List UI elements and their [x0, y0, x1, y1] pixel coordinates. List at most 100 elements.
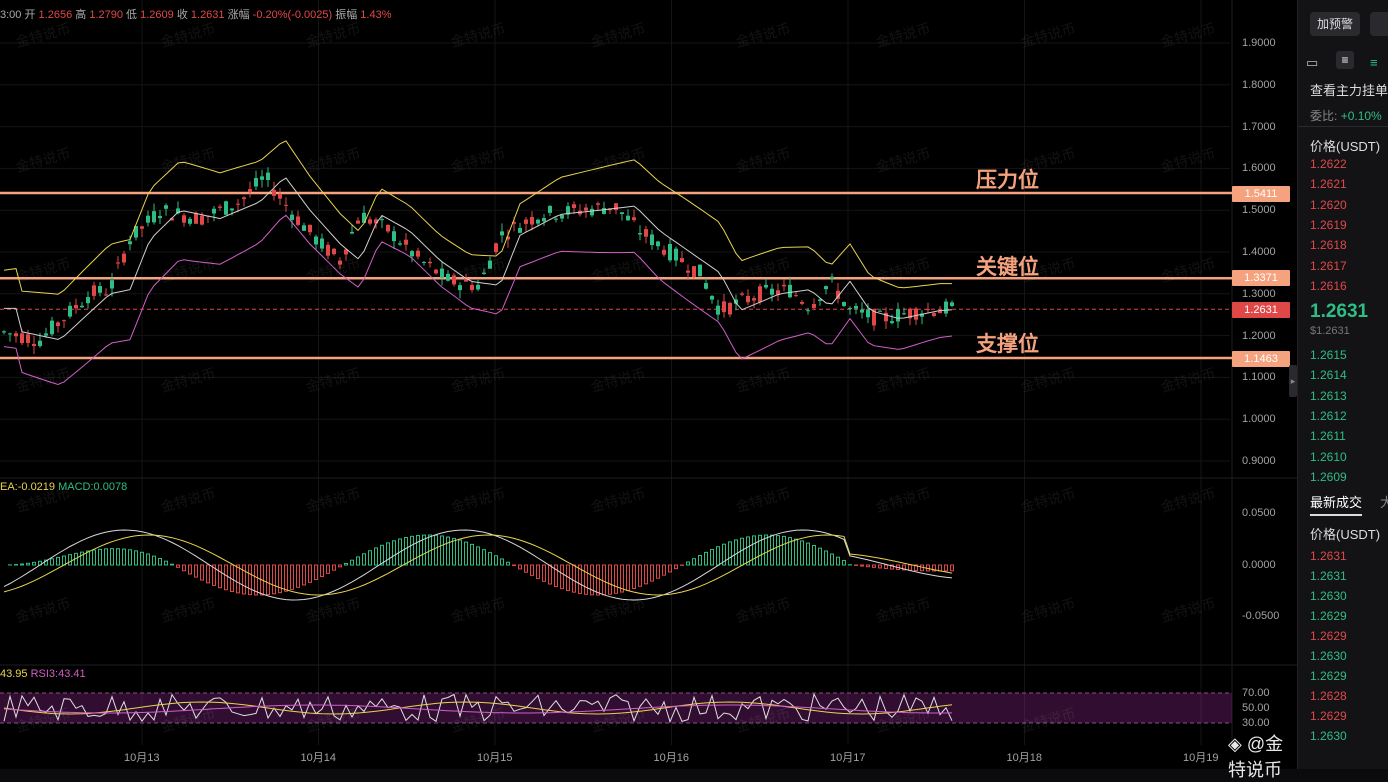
- ratio-value: +0.10%: [1341, 109, 1382, 123]
- candle-body: [284, 205, 288, 206]
- candle-body: [572, 204, 576, 208]
- candle-body: [92, 285, 96, 296]
- macd-histogram-bar: [831, 554, 834, 565]
- macd-histogram-bar: [909, 565, 912, 570]
- price-axis-tick: 1.7000: [1242, 121, 1276, 133]
- macd-histogram-bar: [537, 565, 540, 578]
- macd-histogram-bar: [543, 565, 546, 581]
- tab-more[interactable]: 大: [1380, 492, 1388, 511]
- ask-price[interactable]: 1.2616: [1310, 279, 1347, 293]
- macd-histogram-bar: [189, 565, 192, 574]
- bid-price[interactable]: 1.2610: [1310, 450, 1347, 464]
- bid-price[interactable]: 1.2614: [1310, 368, 1347, 382]
- macd-histogram-bar: [177, 565, 180, 567]
- macd-histogram-bar: [63, 556, 66, 565]
- candle-body: [650, 235, 654, 245]
- candle-body: [260, 176, 264, 179]
- candle-body: [674, 249, 678, 261]
- candle-body: [32, 344, 36, 346]
- trade-price: 1.2629: [1310, 609, 1347, 623]
- add-alert-button[interactable]: 加预警: [1310, 12, 1360, 36]
- resistance-price-tag: 1.5411: [1232, 186, 1290, 202]
- macd-histogram-bar: [273, 565, 276, 594]
- key-level-label: 关键位: [976, 251, 1039, 281]
- ask-price[interactable]: 1.2621: [1310, 177, 1347, 191]
- macd-histogram-bar: [753, 536, 756, 565]
- middle-band-line: [4, 178, 952, 339]
- macd-histogram-bar: [585, 565, 588, 594]
- candle-body: [422, 262, 426, 263]
- candle-body: [44, 333, 48, 335]
- candle-body: [602, 208, 606, 214]
- price-axis-tick: 0.9000: [1242, 455, 1276, 467]
- macd-histogram-bar: [405, 537, 408, 565]
- macd-histogram-bar: [717, 547, 720, 565]
- layout-asks-icon[interactable]: ≡: [1370, 55, 1378, 70]
- macd-histogram-bar: [645, 565, 648, 584]
- candle-body: [104, 294, 108, 295]
- macd-histogram-bar: [531, 565, 534, 575]
- bid-price[interactable]: 1.2611: [1310, 429, 1346, 443]
- candle-body: [350, 232, 354, 234]
- macd-histogram-bar: [453, 538, 456, 565]
- ask-price[interactable]: 1.2620: [1310, 198, 1347, 212]
- candle-body: [98, 286, 102, 293]
- ask-price[interactable]: 1.2622: [1310, 157, 1347, 171]
- macd-histogram-bar: [117, 549, 120, 565]
- macd-histogram-bar: [33, 562, 36, 565]
- macd-histogram-bar: [765, 535, 768, 565]
- candle-body: [140, 226, 144, 228]
- candle-body: [434, 270, 438, 274]
- candle-body: [716, 306, 720, 315]
- candle-body: [542, 218, 546, 221]
- ask-price[interactable]: 1.2619: [1310, 218, 1347, 232]
- depth-title[interactable]: 查看主力挂单: [1310, 80, 1388, 99]
- candle-body: [248, 189, 252, 192]
- ask-price[interactable]: 1.2617: [1310, 259, 1347, 273]
- macd-histogram-bar: [705, 552, 708, 565]
- bid-price[interactable]: 1.2615: [1310, 348, 1347, 362]
- candle-body: [356, 221, 360, 224]
- macd-histogram-bar: [129, 550, 132, 565]
- macd-histogram-bar: [321, 565, 324, 577]
- candle-body: [146, 216, 150, 223]
- candle-body: [866, 309, 870, 317]
- candle-body: [128, 241, 132, 244]
- macd-histogram-bar: [201, 565, 204, 580]
- macd-histogram-bar: [495, 556, 498, 565]
- macd-tick-zero: 0.0000: [1242, 559, 1276, 571]
- bid-price[interactable]: 1.2612: [1310, 409, 1347, 423]
- macd-histogram-bar: [435, 535, 438, 565]
- bid-price[interactable]: 1.2613: [1310, 389, 1347, 403]
- ask-price[interactable]: 1.2618: [1310, 238, 1347, 252]
- macd-histogram-bar: [207, 565, 210, 583]
- trade-price: 1.2629: [1310, 629, 1347, 643]
- rsi-tick-50: 50.00: [1242, 702, 1270, 714]
- rsi1-value: 43.95: [0, 668, 28, 680]
- layout-bids-icon[interactable]: ≡: [1336, 51, 1354, 69]
- macd-histogram-bar: [843, 560, 846, 565]
- chart-area[interactable]: 3:00 开 1.2656 高 1.2790 低 1.2609 收 1.2631…: [0, 0, 1297, 769]
- orderbook-panel: 加预警 ▭ ≡ ≡ 查看主力挂单 委比: +0.10% 价格(USDT) 1.2…: [1297, 0, 1388, 769]
- macd-histogram-bar: [795, 539, 798, 565]
- bid-price[interactable]: 1.2609: [1310, 470, 1347, 484]
- candle-body: [770, 289, 774, 295]
- candle-body: [74, 305, 78, 308]
- candlestick-chart[interactable]: [0, 0, 1297, 769]
- macd-histogram-bar: [861, 565, 864, 566]
- layout-both-icon[interactable]: ▭: [1306, 55, 1318, 71]
- macd-histogram-bar: [603, 565, 606, 595]
- macd-histogram-bar: [471, 544, 474, 565]
- tab-latest-trades[interactable]: 最新成交: [1310, 492, 1362, 516]
- high-value: 1.2790: [89, 9, 123, 21]
- candle-body: [812, 304, 816, 308]
- macd-histogram-bar: [615, 565, 618, 593]
- candle-body: [386, 225, 390, 232]
- candle-body: [626, 216, 630, 221]
- current-price-tag: 1.2631: [1232, 302, 1290, 318]
- candle-body: [764, 285, 768, 288]
- panel-extra-button[interactable]: [1370, 12, 1388, 36]
- candle-body: [854, 306, 858, 309]
- panel-collapse-handle[interactable]: ▸: [1289, 365, 1297, 397]
- trade-price: 1.2631: [1310, 569, 1347, 583]
